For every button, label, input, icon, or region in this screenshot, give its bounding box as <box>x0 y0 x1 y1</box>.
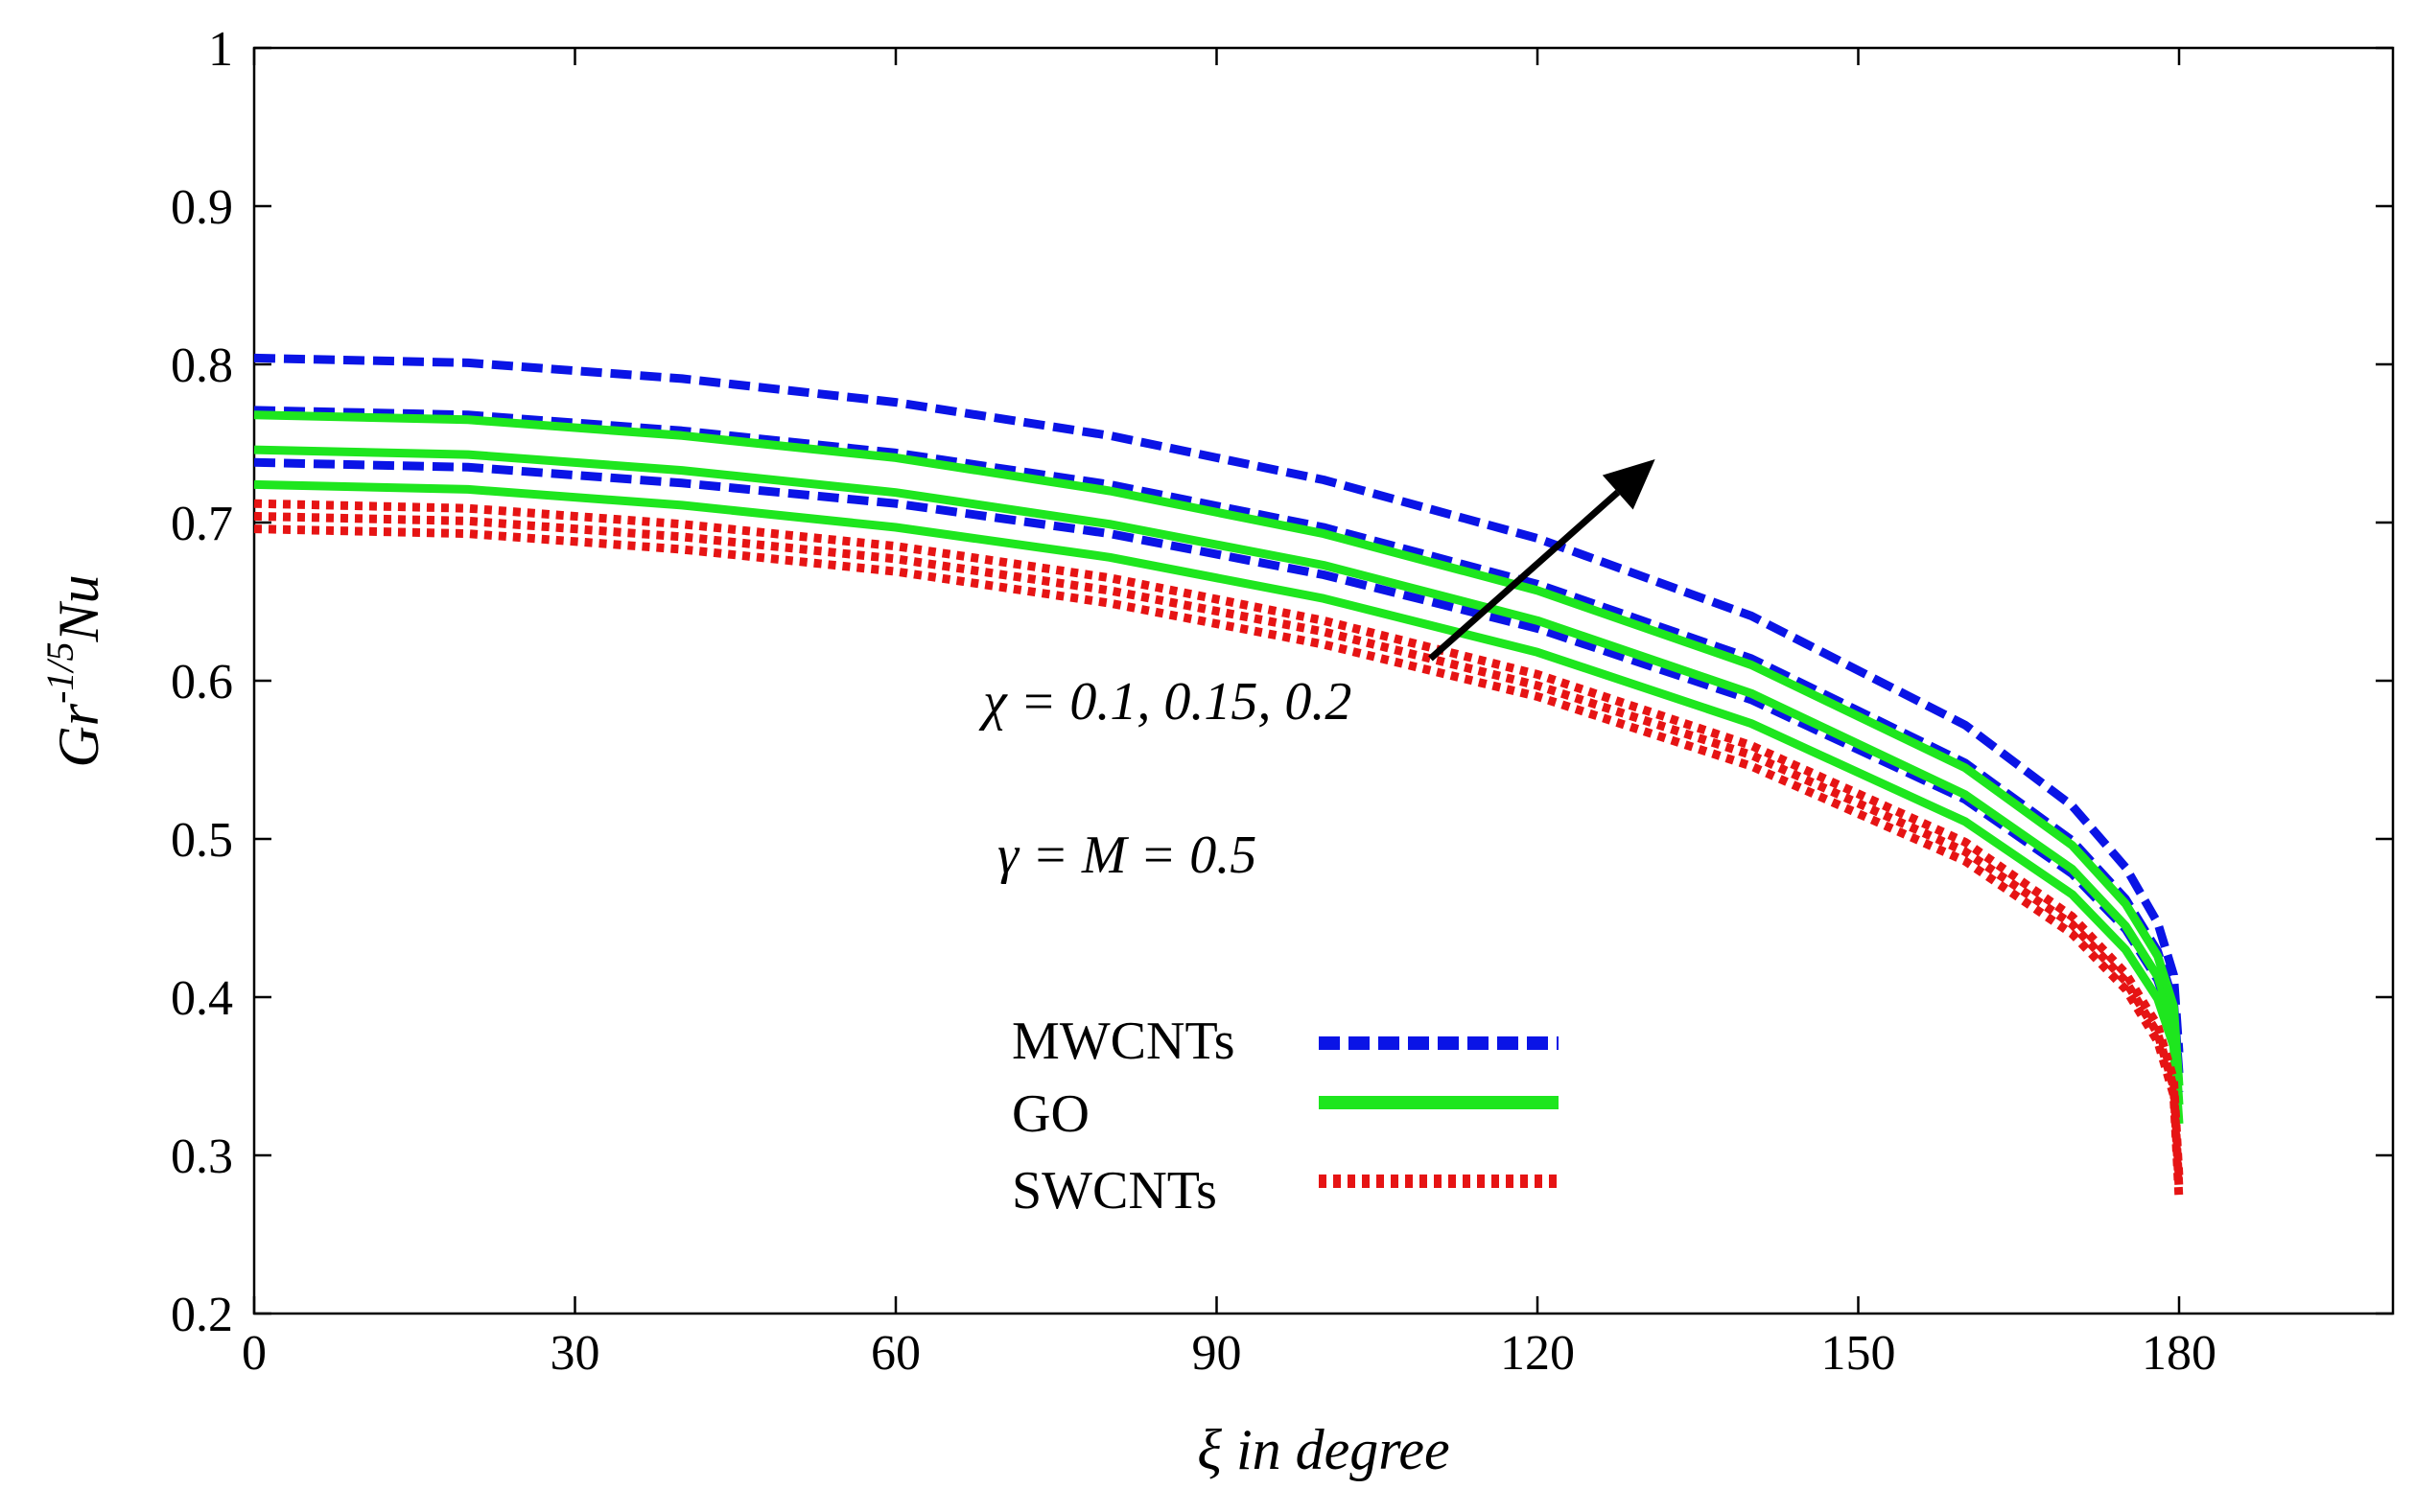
series-layer <box>253 353 2184 1200</box>
x-axis-title: ξ in degree <box>1197 1418 1449 1481</box>
series-line-swcnts-chi-0_2 <box>253 499 2184 1178</box>
legend-label-mwcnts: MWCNTs <box>1012 1012 1235 1071</box>
x-tick-label: 150 <box>1821 1326 1896 1381</box>
y-tick-label: 0.5 <box>171 813 233 868</box>
y-axis-title-sub: Nu <box>47 574 110 642</box>
y-tick-label: 0.7 <box>171 497 233 551</box>
legend: MWCNTs GO SWCNTs <box>1012 1012 1559 1221</box>
params-annotation: γ = M = 0.5 <box>997 826 1256 885</box>
x-axis-ticks: 0 30 60 90 120 150 180 <box>242 48 2216 1381</box>
series-line-go-chi-0_2 <box>253 410 2184 1086</box>
y-tick-label: 0.3 <box>171 1129 233 1184</box>
x-tick-label: 0 <box>242 1326 267 1381</box>
x-tick-label: 90 <box>1192 1326 1242 1381</box>
series-line-go-chi-0_15 <box>253 445 2184 1105</box>
legend-label-go: GO <box>1012 1084 1090 1144</box>
y-tick-label: 0.9 <box>171 180 233 235</box>
y-axis-title-main: Gr <box>47 703 110 767</box>
x-tick-label: 30 <box>551 1326 600 1381</box>
x-tick-label: 60 <box>871 1326 921 1381</box>
x-tick-label: 180 <box>2142 1326 2216 1381</box>
series-line-go-chi-0_1 <box>253 479 2184 1125</box>
series-line-mwcnts-chi-0_2 <box>253 353 2184 1054</box>
series-line-mwcnts-chi-0_1 <box>253 457 2184 1093</box>
increase-arrow <box>1428 489 1621 662</box>
series-line-swcnts-chi-0_15 <box>253 511 2184 1189</box>
y-axis-title: Gr-1/5Nu <box>38 574 110 767</box>
y-tick-label: 0.4 <box>171 971 233 1026</box>
y-axis-ticks: 0.2 0.3 0.4 0.5 0.6 0.7 0.8 0.9 1 <box>171 22 2393 1342</box>
svg-text:Gr-1/5Nu: Gr-1/5Nu <box>38 574 110 767</box>
y-axis-title-exponent: -1/5 <box>38 641 82 703</box>
y-tick-label: 0.6 <box>171 655 233 709</box>
x-tick-label: 120 <box>1500 1326 1575 1381</box>
chi-annotation: χ = 0.1, 0.15, 0.2 <box>978 672 1351 732</box>
series-line-swcnts-chi-0_1 <box>253 524 2184 1200</box>
increase-arrow-head <box>1602 459 1655 510</box>
legend-label-swcnts: SWCNTs <box>1012 1161 1217 1221</box>
y-tick-label: 0.8 <box>171 338 233 393</box>
y-tick-label: 1 <box>208 22 233 77</box>
y-tick-label: 0.2 <box>171 1288 233 1342</box>
